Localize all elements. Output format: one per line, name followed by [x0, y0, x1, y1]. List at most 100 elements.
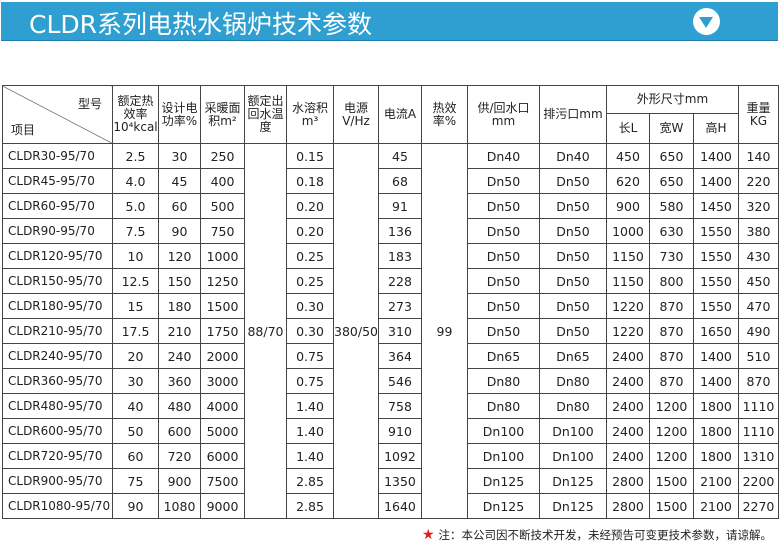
col-drain: 排污口mm: [538, 85, 607, 144]
table-cell: 2800: [605, 493, 650, 519]
table-cell: 1550: [692, 243, 739, 269]
table-cell: 1550: [692, 268, 739, 294]
table-cell: 40: [112, 393, 159, 419]
table-cell: 730: [648, 243, 694, 269]
table-cell: 150: [158, 268, 201, 294]
table-cell: 2400: [605, 443, 650, 469]
table-cell: 1.40: [286, 418, 334, 444]
corner-header: 型号 项目: [2, 85, 113, 144]
table-cell: 50: [112, 418, 159, 444]
table-cell: Dn100: [538, 443, 607, 469]
table-cell: 1800: [692, 393, 739, 419]
title-bar: CLDR系列电热水锅炉技术参数: [1, 2, 778, 41]
table-cell: 1200: [648, 418, 694, 444]
table-cell: 1400: [692, 368, 739, 394]
table-cell: 364: [377, 343, 422, 369]
table-cell: CLDR120-95/70: [2, 243, 113, 269]
table-cell: Dn50: [538, 243, 607, 269]
table-row: CLDR45-95/70 4.0 45 400 0.18 68 Dn50 Dn50 620 650…: [2, 168, 779, 194]
table-cell: 720: [158, 443, 201, 469]
table-cell: Dn50: [538, 268, 607, 294]
table-cell: 1450: [692, 193, 739, 219]
table-cell: 15: [112, 293, 159, 319]
table-cell: CLDR360-95/70: [2, 368, 113, 394]
table-cell: 870: [648, 343, 694, 369]
table-cell: 0.15: [286, 143, 334, 169]
table-cell: 1550: [692, 218, 739, 244]
col-temp: 额定出回水温度: [244, 85, 287, 144]
table-cell: 450: [605, 143, 650, 169]
table-cell: 480: [158, 393, 201, 419]
table-cell: 380: [737, 218, 779, 244]
table-cell: 228: [377, 268, 422, 294]
table-cell: 0.25: [286, 243, 334, 269]
table-cell: 136: [377, 218, 422, 244]
table-cell: Dn65: [538, 343, 607, 369]
table-cell: 1110: [737, 418, 779, 444]
table-cell: 400: [200, 168, 245, 194]
table-cell: Dn50: [538, 218, 607, 244]
table-cell: CLDR30-95/70: [2, 143, 113, 169]
table-cell: CLDR900-95/70: [2, 468, 113, 494]
table-cell: 870: [737, 368, 779, 394]
table-cell: 10: [112, 243, 159, 269]
table-row: CLDR90-95/70 7.5 90 750 0.20 136 Dn50 Dn50 1000 6…: [2, 218, 779, 244]
table-cell: 0.30: [286, 318, 334, 344]
table-cell: Dn40: [538, 143, 607, 169]
col-weight: 重量KG: [737, 85, 779, 144]
table-cell: 90: [112, 493, 159, 519]
table-cell: 220: [737, 168, 779, 194]
table-cell: CLDR720-95/70: [2, 443, 113, 469]
table-cell: Dn100: [466, 418, 540, 444]
table-cell: 5.0: [112, 193, 159, 219]
star-icon: ★: [421, 527, 435, 543]
col-height: 高H: [692, 113, 739, 144]
table-cell: 910: [377, 418, 422, 444]
table-cell: Dn50: [466, 218, 540, 244]
col-efficiency: 热效率%: [420, 85, 468, 144]
table-cell: 650: [648, 143, 694, 169]
table-cell: 68: [377, 168, 422, 194]
table-cell: 870: [648, 293, 694, 319]
table-cell: 1080: [158, 493, 201, 519]
table-row: CLDR600-95/70 50 600 5000 1.40 910 Dn100 Dn100 2…: [2, 418, 779, 444]
table-cell: Dn80: [538, 393, 607, 419]
table-cell: Dn80: [538, 368, 607, 394]
table-cell: 1640: [377, 493, 422, 519]
table-cell: 546: [377, 368, 422, 394]
table-cell: 310: [377, 318, 422, 344]
table-cell: 2400: [605, 343, 650, 369]
table-cell: 7500: [200, 468, 245, 494]
table-cell: 1400: [692, 168, 739, 194]
table-cell: 1092: [377, 443, 422, 469]
table-cell: 3000: [200, 368, 245, 394]
table-cell: 1750: [200, 318, 245, 344]
table-row: CLDR480-95/70 40 480 4000 1.40 758 Dn80 Dn80 240…: [2, 393, 779, 419]
table-cell: 870: [648, 368, 694, 394]
table-cell: Dn125: [466, 493, 540, 519]
table-cell: 800: [648, 268, 694, 294]
table-cell: 1500: [200, 293, 245, 319]
table-cell: Dn40: [466, 143, 540, 169]
col-width: 宽W: [648, 113, 694, 144]
table-cell: 2400: [605, 418, 650, 444]
table-cell: 60: [158, 193, 201, 219]
table-cell: Dn50: [466, 243, 540, 269]
table-cell: 758: [377, 393, 422, 419]
table-row: CLDR900-95/70 75 900 7500 2.85 1350 Dn125 Dn125…: [2, 468, 779, 494]
table-cell: 450: [737, 268, 779, 294]
table-cell: Dn50: [538, 293, 607, 319]
table-cell: 30: [112, 368, 159, 394]
table-cell: 2.85: [286, 468, 334, 494]
table-cell: CLDR90-95/70: [2, 218, 113, 244]
table-cell: 650: [648, 168, 694, 194]
chevron-down-circle-icon[interactable]: [693, 8, 720, 35]
col-current: 电流A: [377, 85, 422, 144]
table-cell: 750: [200, 218, 245, 244]
table-cell: CLDR45-95/70: [2, 168, 113, 194]
table-cell: 1800: [692, 418, 739, 444]
table-row: CLDR60-95/70 5.0 60 500 0.20 91 Dn50 Dn50 900 580…: [2, 193, 779, 219]
table-cell: CLDR210-95/70: [2, 318, 113, 344]
table-cell: 210: [158, 318, 201, 344]
table-cell: 2000: [200, 343, 245, 369]
